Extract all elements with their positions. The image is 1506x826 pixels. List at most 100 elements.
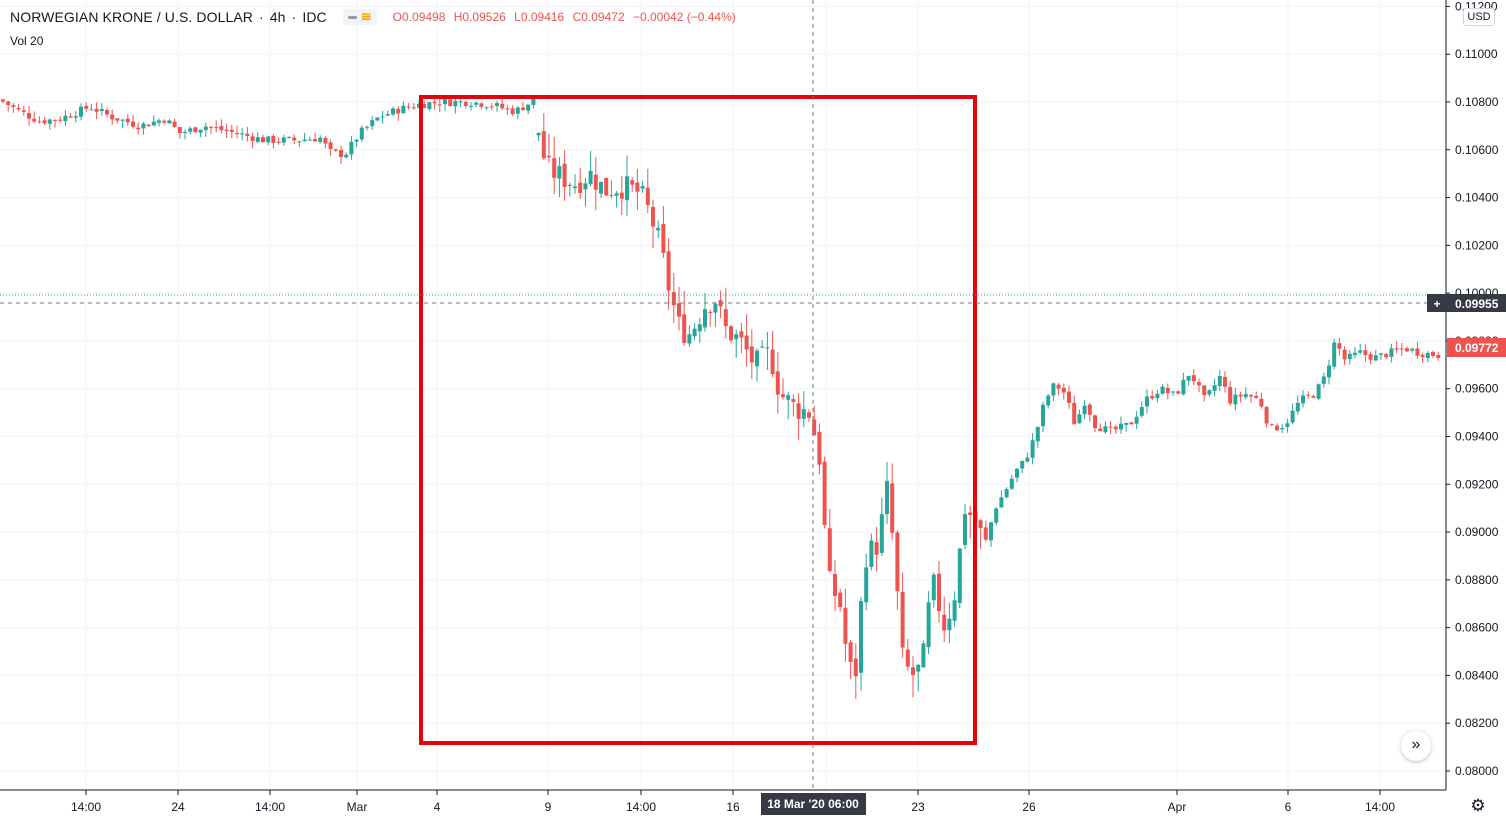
candle-body [365,126,369,128]
open-label: O [392,10,403,24]
scroll-to-realtime-button[interactable]: » [1401,731,1431,761]
candle-body [645,187,650,205]
candle-body [495,103,499,107]
candle-body [838,592,843,608]
candle-body [463,101,468,107]
settings-gear-icon[interactable]: ⚙ [1470,796,1486,815]
candle-body [1285,423,1290,427]
time-axis[interactable] [0,790,1446,826]
candle-body [755,350,759,367]
candle-body [224,129,229,132]
candle-body [32,118,37,122]
candle-body [1295,402,1300,412]
candle-body [1098,428,1103,432]
candle-body [713,303,718,313]
candle-body [193,127,198,133]
add-alert-plus-button[interactable] [1427,294,1447,312]
candle-body [99,108,104,111]
candle-body [1249,395,1253,397]
volume-legend[interactable]: Vol 20 [10,34,44,48]
currency-badge[interactable]: USD [1463,8,1495,26]
candle-body [27,113,31,119]
high-value: 0.09526 [462,10,506,24]
candle-body [1389,348,1394,357]
time-tick-label: 24 [171,800,185,814]
candle-body [448,99,453,107]
candle-body [250,136,255,142]
candle-body [401,105,406,114]
price-axis[interactable] [1446,0,1506,826]
candle-body [292,137,297,141]
candle-body [640,186,645,189]
candle-body [1306,394,1311,396]
ohlc-values: O0.09498 H0.09526 L0.09416 C0.09472 −0.0… [393,10,738,24]
candle-body [562,163,567,187]
candle-body [271,135,276,143]
candle-body [323,137,328,144]
candle-body [484,107,489,109]
candle-body [874,542,879,555]
candle-body [817,431,822,465]
candle-body [1238,394,1243,397]
interval-label[interactable]: 4h [269,9,286,25]
candle-body [619,192,624,199]
candle-body [68,116,73,118]
candle-body [921,643,926,668]
symbol-title[interactable]: NORWEGIAN KRONE / U.S. DOLLAR [10,9,254,25]
candle-body [1139,407,1144,416]
highlight-rectangle-annotation[interactable] [419,95,977,745]
candle-body [1176,391,1181,394]
minimize-icon[interactable] [347,15,357,19]
candle-body [1077,414,1082,424]
candle-body [359,127,364,140]
plus-icon[interactable]: + [1433,297,1440,311]
crosshair-time-tag [761,793,866,815]
candle-body [1290,410,1295,423]
candle-body [749,346,754,363]
candle-body [1035,427,1040,442]
close-label: C [572,10,582,24]
candle-body [952,600,957,621]
candle-body [1061,387,1066,393]
candle-body [786,395,791,400]
candle-body [547,155,551,158]
indicator-toggle-pill[interactable]: ≋ [342,9,377,25]
candle-body [661,224,666,253]
candle-body [214,127,219,129]
candle-body [614,193,619,196]
candle-body [370,120,375,127]
candle-body [203,126,208,131]
candle-body [630,180,635,185]
wave-icon[interactable]: ≋ [360,9,372,24]
candle-body [1119,423,1123,430]
candle-body [422,103,427,109]
candle-body [541,131,546,159]
candle-body [947,618,952,631]
candle-body [110,114,115,120]
price-tick-label: 0.08200 [1455,716,1499,730]
candle-body [739,331,744,338]
candle-body [209,126,213,128]
candle-body [1264,406,1269,424]
candle-body [432,101,437,104]
candle-body [1269,424,1274,426]
price-tick-label: 0.10600 [1455,143,1499,157]
candle-body [1410,348,1415,351]
candle-body [188,128,193,132]
candle-body [1233,394,1238,405]
candle-body [1067,391,1071,403]
candle-body [1191,375,1196,382]
candle-body [167,120,172,124]
price-tick-label: 0.08600 [1455,621,1499,635]
candle-body [297,141,302,143]
candle-body [864,567,869,603]
time-tick-label: 14:00 [1365,800,1395,814]
candle-body [328,142,333,150]
candle-body [729,326,733,341]
candle-body [177,127,182,134]
candle-body [1155,393,1160,399]
candle-body [1093,415,1097,429]
candle-body [318,137,323,142]
candle-body [1030,440,1035,458]
